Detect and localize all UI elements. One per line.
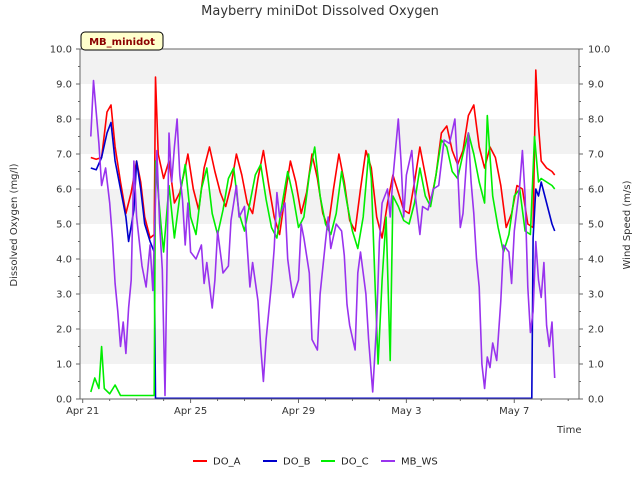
annotation-box: MB_minidot bbox=[80, 31, 164, 51]
series-line-mb-ws bbox=[90, 79, 556, 397]
legend-label: DO_A bbox=[213, 457, 241, 468]
x-tick-label: May 7 bbox=[499, 406, 529, 417]
legend-item-do-b: DO_B bbox=[263, 457, 311, 468]
right-y-axis-label: Wind Speed (m/s) bbox=[622, 180, 633, 269]
right-y-tick-label: 8.0 bbox=[588, 115, 604, 126]
left-y-ticks: 0.0 1.0 2.0 3.0 4.0 5.0 6.0 7.0 8.0 9.0 10.0 bbox=[50, 45, 80, 406]
left-y-tick-label: 0.0 bbox=[56, 395, 72, 406]
left-y-tick-label: 8.0 bbox=[56, 115, 72, 126]
left-y-axis-label: Dissolved Oxygen (mg/l) bbox=[9, 163, 20, 286]
x-tick-label: Apr 29 bbox=[282, 406, 315, 417]
left-y-tick-label: 1.0 bbox=[56, 360, 72, 371]
legend-label: MB_WS bbox=[401, 457, 438, 468]
left-y-tick-label: 9.0 bbox=[56, 80, 72, 91]
grid-band bbox=[80, 119, 579, 154]
left-y-tick-label: 10.0 bbox=[50, 45, 72, 56]
x-tick-label: Apr 25 bbox=[174, 406, 207, 417]
legend-item-do-a: DO_A bbox=[193, 457, 241, 468]
left-y-tick-label: 4.0 bbox=[56, 255, 72, 266]
right-y-tick-label: 9.0 bbox=[588, 80, 604, 91]
right-y-tick-label: 7.0 bbox=[588, 150, 604, 161]
series-line-do-b bbox=[90, 121, 556, 400]
right-y-tick-label: 6.0 bbox=[588, 185, 604, 196]
right-y-tick-label: 4.0 bbox=[588, 255, 604, 266]
right-y-tick-label: 10.0 bbox=[588, 45, 610, 56]
legend-label: DO_B bbox=[283, 457, 311, 468]
right-y-tick-label: 3.0 bbox=[588, 290, 604, 301]
series-lines bbox=[90, 69, 556, 400]
x-ticks: Apr 21 Apr 25 Apr 29 May 3 May 7 bbox=[66, 399, 569, 417]
x-tick-label: Apr 21 bbox=[66, 406, 99, 417]
left-y-tick-label: 3.0 bbox=[56, 290, 72, 301]
left-y-tick-label: 6.0 bbox=[56, 185, 72, 196]
legend-item-mb-ws: MB_WS bbox=[381, 457, 438, 468]
left-y-tick-label: 2.0 bbox=[56, 325, 72, 336]
x-tick-label: May 3 bbox=[391, 406, 421, 417]
right-y-tick-label: 1.0 bbox=[588, 360, 604, 371]
right-y-tick-label: 0.0 bbox=[588, 395, 604, 406]
annotation-text: MB_minidot bbox=[89, 37, 155, 48]
right-y-tick-label: 2.0 bbox=[588, 325, 604, 336]
chart-title: Mayberry miniDot Dissolved Oxygen bbox=[201, 4, 439, 19]
x-axis-label: Time bbox=[556, 425, 581, 436]
right-y-tick-label: 5.0 bbox=[588, 220, 604, 231]
grid-bands bbox=[80, 49, 579, 364]
left-y-tick-label: 5.0 bbox=[56, 220, 72, 231]
left-y-tick-label: 7.0 bbox=[56, 150, 72, 161]
right-y-ticks: 0.0 1.0 2.0 3.0 4.0 5.0 6.0 7.0 8.0 9.0 10.0 bbox=[579, 45, 610, 406]
grid-band bbox=[80, 49, 579, 84]
legend-label: DO_C bbox=[341, 457, 369, 468]
legend: DO_A DO_B DO_C MB_WS bbox=[193, 457, 438, 468]
series-line-do-c bbox=[90, 114, 556, 397]
annotation-background bbox=[80, 31, 164, 51]
legend-item-do-c: DO_C bbox=[321, 457, 369, 468]
